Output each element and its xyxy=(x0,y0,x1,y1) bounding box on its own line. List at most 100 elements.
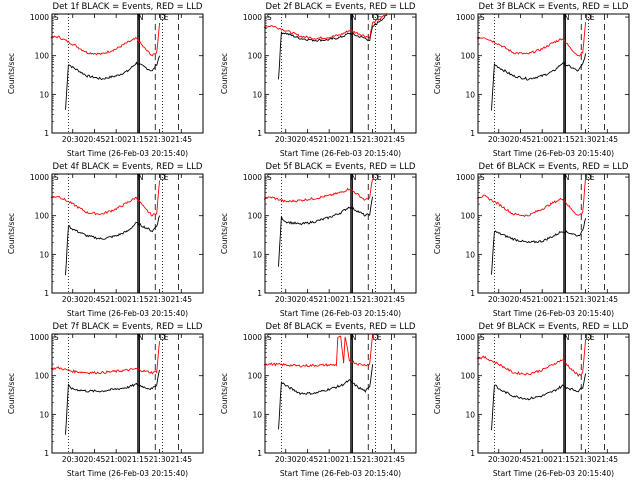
y-tick-label: 100 xyxy=(35,52,50,61)
plot-frame xyxy=(264,13,417,134)
x-tick-label: 21:15 xyxy=(340,135,362,144)
x-tick-label: 21:15 xyxy=(340,455,362,464)
panel-svg: Det 2f BLACK = Events, RED = LLD Counts/s… xyxy=(220,2,417,158)
event-marker-label: E xyxy=(377,333,382,342)
x-tick-label: 20:30 xyxy=(488,455,510,464)
panel-svg: Det 5f BLACK = Events, RED = LLD Counts/s… xyxy=(220,162,417,318)
event-marker-label: D xyxy=(373,333,379,342)
series-line-lld xyxy=(476,339,587,377)
plot-frame xyxy=(477,333,630,454)
x-tick-label: 21:00 xyxy=(105,455,127,464)
y-axis-label: Counts/sec xyxy=(7,373,16,414)
y-tick-label: 1 xyxy=(470,449,475,458)
detector-panel-8: Det 8f BLACK = Events, RED = LLD Counts/s… xyxy=(213,320,426,480)
x-tick-label: 20:45 xyxy=(510,135,532,144)
event-marker-label: D xyxy=(586,13,592,22)
plot-frame xyxy=(264,333,417,454)
plot-frame xyxy=(264,173,417,294)
y-tick-label: 10 xyxy=(39,250,49,259)
x-tick-label: 20:30 xyxy=(275,135,297,144)
y-tick-label: 1 xyxy=(257,449,262,458)
y-tick-label: 1 xyxy=(44,289,49,298)
panel-svg: Det 4f BLACK = Events, RED = LLD Counts/s… xyxy=(7,162,204,318)
x-tick-label: 21:30 xyxy=(362,295,384,304)
x-tick-label: 21:15 xyxy=(340,295,362,304)
x-tick-label: 21:30 xyxy=(575,135,597,144)
event-marker-label: N xyxy=(138,333,144,342)
plot-frame xyxy=(477,13,630,134)
x-axis-label: Start Time (26-Feb-03 20:15:40) xyxy=(280,469,401,478)
series-line-events xyxy=(278,14,388,80)
x-tick-label: 21:00 xyxy=(318,295,340,304)
detector-panel-3: Det 3f BLACK = Events, RED = LLD Counts/s… xyxy=(426,0,639,160)
event-marker-label: S xyxy=(54,333,59,342)
detector-panel-5: Det 5f BLACK = Events, RED = LLD Counts/s… xyxy=(213,160,426,320)
event-marker-label: E xyxy=(590,333,595,342)
plot-frame xyxy=(51,333,204,454)
x-tick-label: 21:00 xyxy=(531,295,553,304)
event-marker-label: N xyxy=(351,173,357,182)
series-line-lld xyxy=(263,13,388,40)
panel-title: Det 5f BLACK = Events, RED = LLD xyxy=(266,162,416,172)
series-line-lld xyxy=(50,180,161,217)
detector-panel-1: Det 1f BLACK = Events, RED = LLD Counts/s… xyxy=(0,0,213,160)
detector-panel-4: Det 4f BLACK = Events, RED = LLD Counts/s… xyxy=(0,160,213,320)
x-tick-label: 21:30 xyxy=(362,135,384,144)
x-tick-label: 20:45 xyxy=(510,455,532,464)
event-marker-label: N xyxy=(138,173,144,182)
panel-title: Det 9f BLACK = Events, RED = LLD xyxy=(479,322,629,332)
y-axis-label: Counts/sec xyxy=(220,373,229,414)
panel-svg: Det 6f BLACK = Events, RED = LLD Counts/s… xyxy=(433,162,630,318)
y-tick-label: 100 xyxy=(248,372,263,381)
y-tick-label: 10 xyxy=(39,90,49,99)
x-tick-label: 20:30 xyxy=(62,135,84,144)
plot-frame xyxy=(51,13,204,134)
y-axis-label: Counts/sec xyxy=(433,373,442,414)
x-tick-label: 21:45 xyxy=(383,135,405,144)
series-line-events xyxy=(65,55,161,110)
x-tick-label: 20:45 xyxy=(297,135,319,144)
event-marker-label: N xyxy=(564,173,570,182)
x-tick-label: 21:00 xyxy=(318,135,340,144)
y-tick-label: 1000 xyxy=(456,173,475,182)
x-tick-label: 21:15 xyxy=(553,135,575,144)
x-tick-label: 20:30 xyxy=(275,295,297,304)
y-tick-label: 1 xyxy=(44,449,49,458)
event-marker-label: D xyxy=(586,173,592,182)
x-tick-label: 21:45 xyxy=(596,295,618,304)
y-tick-label: 1 xyxy=(257,129,262,138)
x-axis-label: Start Time (26-Feb-03 20:15:40) xyxy=(493,469,614,478)
x-tick-label: 21:45 xyxy=(596,135,618,144)
event-marker-label: D xyxy=(373,173,379,182)
y-tick-label: 10 xyxy=(465,250,475,259)
detector-panel-9: Det 9f BLACK = Events, RED = LLD Counts/s… xyxy=(426,320,639,480)
event-marker-label: S xyxy=(54,13,59,22)
y-tick-label: 100 xyxy=(35,372,50,381)
panel-title: Det 8f BLACK = Events, RED = LLD xyxy=(266,322,416,332)
event-marker-label: E xyxy=(164,333,169,342)
series-line-lld xyxy=(50,341,161,375)
x-tick-label: 21:15 xyxy=(553,455,575,464)
event-marker-label: S xyxy=(480,333,485,342)
x-tick-label: 20:30 xyxy=(275,455,297,464)
y-tick-label: 10 xyxy=(252,410,262,419)
event-marker-label: E xyxy=(164,173,169,182)
y-tick-label: 100 xyxy=(35,212,50,221)
y-tick-label: 100 xyxy=(461,52,476,61)
panel-svg: Det 1f BLACK = Events, RED = LLD Counts/s… xyxy=(7,2,204,158)
event-marker-label: S xyxy=(267,173,272,182)
x-tick-label: 21:45 xyxy=(170,135,192,144)
x-axis-label: Start Time (26-Feb-03 20:15:40) xyxy=(67,149,188,158)
detector-panel-6: Det 6f BLACK = Events, RED = LLD Counts/s… xyxy=(426,160,639,320)
y-axis-label: Counts/sec xyxy=(220,213,229,254)
series-line-lld xyxy=(476,22,587,57)
event-marker-label: S xyxy=(480,13,485,22)
y-tick-label: 1000 xyxy=(30,333,49,342)
y-tick-label: 1000 xyxy=(30,13,49,22)
x-axis-label: Start Time (26-Feb-03 20:15:40) xyxy=(493,149,614,158)
event-marker-label: E xyxy=(377,13,382,22)
y-tick-label: 10 xyxy=(465,90,475,99)
event-marker-label: D xyxy=(160,333,166,342)
x-tick-label: 21:45 xyxy=(170,295,192,304)
x-axis-label: Start Time (26-Feb-03 20:15:40) xyxy=(280,309,401,318)
